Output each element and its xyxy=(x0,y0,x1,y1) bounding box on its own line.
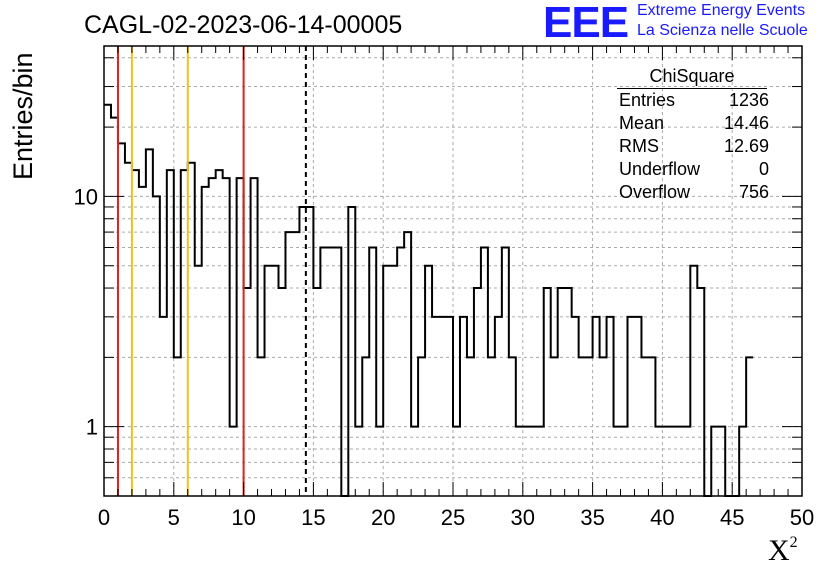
histogram-bin xyxy=(369,247,376,496)
stats-value: 0 xyxy=(758,159,769,179)
histogram-bin xyxy=(425,266,432,496)
histogram-bin xyxy=(439,317,446,496)
y-tick-label: 1 xyxy=(86,415,98,440)
histogram-bin xyxy=(153,196,160,496)
chart-title: CAGL-02-2023-06-14-00005 xyxy=(84,11,403,39)
histogram-bin xyxy=(146,149,153,496)
histogram-bin xyxy=(279,288,286,496)
histogram-bin xyxy=(292,232,299,496)
histogram-bin xyxy=(544,288,551,496)
logo-mark: EEE xyxy=(543,0,629,47)
histogram-bin xyxy=(223,178,230,496)
histogram-bin xyxy=(237,178,244,496)
histogram-bin xyxy=(446,317,453,496)
histogram-bin xyxy=(634,317,641,496)
stats-row-entries: Entries 1236 xyxy=(611,89,773,112)
histogram-bin xyxy=(111,118,118,496)
stats-label: Underflow xyxy=(619,159,701,179)
histogram-bin xyxy=(628,317,635,496)
histogram-bin xyxy=(481,247,488,496)
x-tick-label: 25 xyxy=(441,505,465,530)
histogram-bin xyxy=(593,317,600,496)
histogram-bin xyxy=(397,247,404,496)
x-tick-label: 15 xyxy=(301,505,325,530)
histogram-bin xyxy=(390,266,397,496)
x-tick-label: 10 xyxy=(231,505,255,530)
histogram-outline xyxy=(104,103,754,497)
histogram-bin xyxy=(139,187,146,496)
histogram-bin xyxy=(320,247,327,496)
histogram-bin xyxy=(404,232,411,496)
histogram-bin xyxy=(244,288,251,496)
x-tick-label: 50 xyxy=(790,505,814,530)
histogram-bin xyxy=(383,266,390,496)
histogram-bin xyxy=(697,288,704,496)
x-tick-label: 30 xyxy=(511,505,535,530)
histogram-bin xyxy=(607,317,614,496)
histogram-bin xyxy=(265,266,272,496)
histogram-bin xyxy=(572,317,579,496)
y-tick-label: 10 xyxy=(74,184,98,209)
stats-label: RMS xyxy=(619,136,659,156)
histogram-bin xyxy=(202,187,209,496)
histogram-bin xyxy=(558,288,565,496)
stats-label: Entries xyxy=(619,90,676,110)
stats-box: ChiSquare Entries 1236 Mean 14.46 RMS 12.69 Un… xyxy=(611,66,773,204)
stats-label: Mean xyxy=(619,113,665,133)
histogram-bin xyxy=(460,317,467,496)
histogram-bin xyxy=(272,266,279,496)
stats-title: ChiSquare xyxy=(617,66,767,89)
histogram-bin xyxy=(690,266,697,496)
histogram-bin xyxy=(160,317,167,496)
eee-logo: EEE Extreme Energy Events La Scienza nel… xyxy=(543,0,833,47)
x-tick-label: 40 xyxy=(650,505,674,530)
logo-line-1: Extreme Energy Events xyxy=(637,2,806,19)
x-tick-label: 35 xyxy=(580,505,604,530)
histogram-bin xyxy=(334,247,341,496)
histogram-bin xyxy=(474,288,481,496)
histogram-bin xyxy=(251,178,258,496)
histogram-bin xyxy=(502,247,509,496)
histogram-bin xyxy=(348,207,355,496)
axis-ticks: 0 5 10 15 20 25 30 35 40 45 50 1 10 xyxy=(74,46,814,530)
histogram-bin xyxy=(125,163,132,496)
stats-value: 1236 xyxy=(728,90,769,110)
x-axis-label: X2 xyxy=(768,534,798,567)
stats-row-rms: RMS 12.69 xyxy=(611,135,773,158)
stats-value: 14.46 xyxy=(723,113,769,133)
histogram-bin xyxy=(565,288,572,496)
histogram-bin xyxy=(306,207,313,496)
x-tick-label: 20 xyxy=(371,505,395,530)
stats-row-underflow: Underflow 0 xyxy=(611,158,773,181)
histogram-bin xyxy=(209,178,216,496)
histogram-bin xyxy=(285,232,292,496)
stats-value: 756 xyxy=(738,182,769,202)
x-axis-label-sup: 2 xyxy=(789,534,798,551)
histogram-bin xyxy=(195,266,202,496)
histogram-bin xyxy=(495,317,502,496)
stats-value: 12.69 xyxy=(723,136,769,156)
stats-row-mean: Mean 14.46 xyxy=(611,112,773,135)
stats-rows: Entries 1236 Mean 14.46 RMS 12.69 Underflow 0 Ov… xyxy=(611,89,773,204)
logo-line-2: La Scienza nelle Scuole xyxy=(637,22,808,39)
marker-lines xyxy=(116,46,307,496)
x-tick-label: 0 xyxy=(98,505,110,530)
histogram-bin xyxy=(188,163,195,496)
histogram-bin xyxy=(327,247,334,496)
stats-label: Overflow xyxy=(619,182,691,202)
x-tick-label: 45 xyxy=(720,505,744,530)
stats-row-overflow: Overflow 756 xyxy=(611,181,773,204)
histogram-bin xyxy=(313,288,320,496)
histogram-bin xyxy=(432,317,439,496)
x-tick-label: 5 xyxy=(168,505,180,530)
